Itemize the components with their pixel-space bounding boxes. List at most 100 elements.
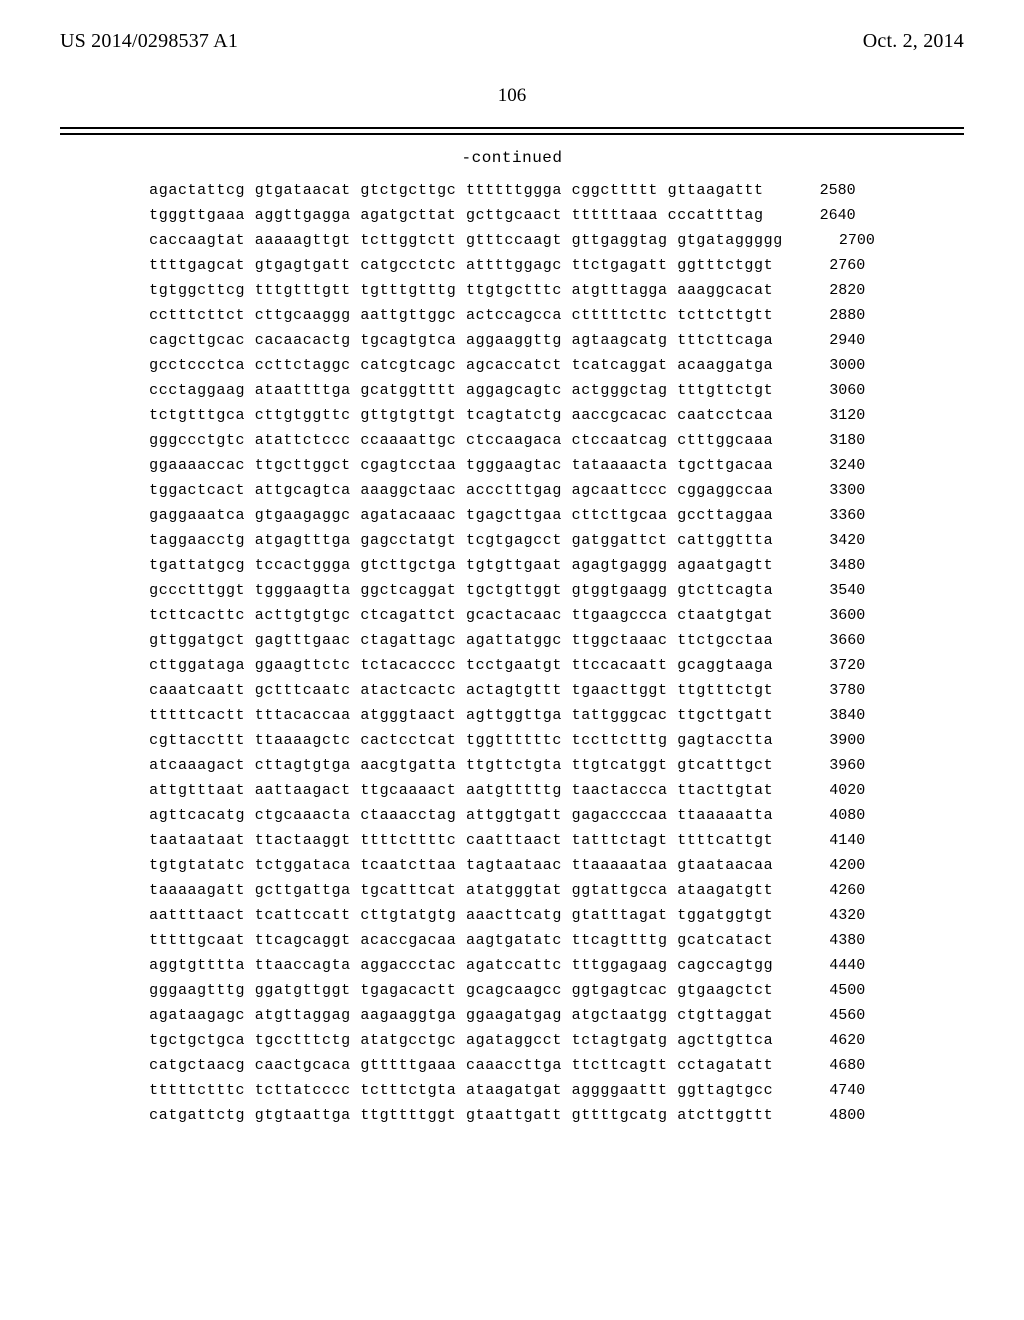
sequence-text: aggtgtttta ttaaccagta aggaccctac agatcca… <box>149 958 773 973</box>
sequence-text: gggccctgtc atattctccc ccaaaattgc ctccaag… <box>149 433 773 448</box>
sequence-row: gcctccctca ccttctaggc catcgtcagc agcacca… <box>149 358 875 373</box>
sequence-text: cctttcttct cttgcaaggg aattgttggc actccag… <box>149 308 773 323</box>
sequence-text: taggaacctg atgagtttga gagcctatgt tcgtgag… <box>149 533 773 548</box>
sequence-row: cagcttgcac cacaacactg tgcagtgtca aggaagg… <box>149 333 875 348</box>
sequence-row: taggaacctg atgagtttga gagcctatgt tcgtgag… <box>149 533 875 548</box>
continued-label: -continued <box>60 149 964 167</box>
sequence-position: 4260 <box>795 883 865 898</box>
sequence-row: tttttctttc tcttatcccc tctttctgta ataagat… <box>149 1083 875 1098</box>
sequence-row: cgttaccttt ttaaaagctc cactcctcat tggtttt… <box>149 733 875 748</box>
sequence-text: aattttaact tcattccatt cttgtatgtg aaacttc… <box>149 908 773 923</box>
sequence-position: 4020 <box>795 783 865 798</box>
sequence-row: catgattctg gtgtaattga ttgttttggt gtaattg… <box>149 1108 875 1123</box>
sequence-row: ccctaggaag ataattttga gcatggtttt aggagca… <box>149 383 875 398</box>
sequence-text: agttcacatg ctgcaaacta ctaaacctag attggtg… <box>149 808 773 823</box>
sequence-position: 4140 <box>795 833 865 848</box>
sequence-row: tttttcactt tttacaccaa atgggtaact agttggt… <box>149 708 875 723</box>
sequence-text: tttttctttc tcttatcccc tctttctgta ataagat… <box>149 1083 773 1098</box>
sequence-position: 4800 <box>795 1108 865 1123</box>
sequence-row: gccctttggt tgggaagtta ggctcaggat tgctgtt… <box>149 583 875 598</box>
sequence-row: agttcacatg ctgcaaacta ctaaacctag attggtg… <box>149 808 875 823</box>
sequence-text: ccctaggaag ataattttga gcatggtttt aggagca… <box>149 383 773 398</box>
sequence-position: 2700 <box>805 233 875 248</box>
sequence-text: ggaaaaccac ttgcttggct cgagtcctaa tgggaag… <box>149 458 773 473</box>
sequence-row: gaggaaatca gtgaagaggc agatacaaac tgagctt… <box>149 508 875 523</box>
sequence-row: tgctgctgca tgcctttctg atatgcctgc agatagg… <box>149 1033 875 1048</box>
sequence-row: taataataat ttactaaggt ttttcttttc caattta… <box>149 833 875 848</box>
page-header: US 2014/0298537 A1 Oct. 2, 2014 <box>60 30 964 53</box>
sequence-position: 3600 <box>795 608 865 623</box>
sequence-text: cagcttgcac cacaacactg tgcagtgtca aggaagg… <box>149 333 773 348</box>
sequence-row: attgtttaat aattaagact ttgcaaaact aatgttt… <box>149 783 875 798</box>
sequence-position: 4680 <box>795 1058 865 1073</box>
sequence-text: tgtgtatatc tctggataca tcaatcttaa tagtaat… <box>149 858 773 873</box>
sequence-position: 2760 <box>795 258 865 273</box>
sequence-text: agactattcg gtgataacat gtctgcttgc ttttttg… <box>149 183 764 198</box>
sequence-position: 4080 <box>795 808 865 823</box>
sequence-row: tgtggcttcg tttgtttgtt tgtttgtttg ttgtgct… <box>149 283 875 298</box>
sequence-row: tctgtttgca cttgtggttc gttgtgttgt tcagtat… <box>149 408 875 423</box>
sequence-position: 3180 <box>795 433 865 448</box>
sequence-position: 3360 <box>795 508 865 523</box>
sequence-position: 2940 <box>795 333 865 348</box>
sequence-text: tttttgcaat ttcagcaggt acaccgacaa aagtgat… <box>149 933 773 948</box>
sequence-position: 3000 <box>795 358 865 373</box>
sequence-text: attgtttaat aattaagact ttgcaaaact aatgttt… <box>149 783 773 798</box>
sequence-text: taataataat ttactaaggt ttttcttttc caattta… <box>149 833 773 848</box>
sequence-position: 4200 <box>795 858 865 873</box>
sequence-row: tgattatgcg tccactggga gtcttgctga tgtgttg… <box>149 558 875 573</box>
sequence-position: 3660 <box>795 633 865 648</box>
top-double-rule <box>60 127 964 135</box>
sequence-row: caaatcaatt gctttcaatc atactcactc actagtg… <box>149 683 875 698</box>
sequence-position: 2880 <box>795 308 865 323</box>
sequence-position: 4500 <box>795 983 865 998</box>
sequence-text: caaatcaatt gctttcaatc atactcactc actagtg… <box>149 683 773 698</box>
sequence-text: tcttcacttc acttgtgtgc ctcagattct gcactac… <box>149 608 773 623</box>
sequence-row: ggaaaaccac ttgcttggct cgagtcctaa tgggaag… <box>149 458 875 473</box>
sequence-text: tgtggcttcg tttgtttgtt tgtttgtttg ttgtgct… <box>149 283 773 298</box>
sequence-text: gttggatgct gagtttgaac ctagattagc agattat… <box>149 633 773 648</box>
sequence-text: gccctttggt tgggaagtta ggctcaggat tgctgtt… <box>149 583 773 598</box>
sequence-position: 2640 <box>786 208 856 223</box>
sequence-row: ttttgagcat gtgagtgatt catgcctctc attttgg… <box>149 258 875 273</box>
sequence-row: catgctaacg caactgcaca gtttttgaaa caaacct… <box>149 1058 875 1073</box>
sequence-text: atcaaagact cttagtgtga aacgtgatta ttgttct… <box>149 758 773 773</box>
sequence-position: 3720 <box>795 658 865 673</box>
sequence-text: tggactcact attgcagtca aaaggctaac acccttt… <box>149 483 773 498</box>
sequence-position: 4440 <box>795 958 865 973</box>
sequence-position: 4380 <box>795 933 865 948</box>
sequence-row: aattttaact tcattccatt cttgtatgtg aaacttc… <box>149 908 875 923</box>
sequence-text: taaaaagatt gcttgattga tgcatttcat atatggg… <box>149 883 773 898</box>
sequence-row: gttggatgct gagtttgaac ctagattagc agattat… <box>149 633 875 648</box>
sequence-position: 4560 <box>795 1008 865 1023</box>
sequence-text: tctgtttgca cttgtggttc gttgtgttgt tcagtat… <box>149 408 773 423</box>
sequence-row: cctttcttct cttgcaaggg aattgttggc actccag… <box>149 308 875 323</box>
sequence-row: tggactcact attgcagtca aaaggctaac acccttt… <box>149 483 875 498</box>
sequence-row: gggaagtttg ggatgttggt tgagacactt gcagcaa… <box>149 983 875 998</box>
sequence-text: catgattctg gtgtaattga ttgttttggt gtaattg… <box>149 1108 773 1123</box>
sequence-text: catgctaacg caactgcaca gtttttgaaa caaacct… <box>149 1058 773 1073</box>
sequence-text: gaggaaatca gtgaagaggc agatacaaac tgagctt… <box>149 508 773 523</box>
publication-number: US 2014/0298537 A1 <box>60 30 238 53</box>
sequence-position: 2820 <box>795 283 865 298</box>
sequence-row: gggccctgtc atattctccc ccaaaattgc ctccaag… <box>149 433 875 448</box>
page-number: 106 <box>60 85 964 107</box>
sequence-row: taaaaagatt gcttgattga tgcatttcat atatggg… <box>149 883 875 898</box>
sequence-position: 4740 <box>795 1083 865 1098</box>
sequence-text: cgttaccttt ttaaaagctc cactcctcat tggtttt… <box>149 733 773 748</box>
sequence-position: 3540 <box>795 583 865 598</box>
sequence-row: caccaagtat aaaaagttgt tcttggtctt gtttcca… <box>149 233 875 248</box>
sequence-text: tgggttgaaa aggttgagga agatgcttat gcttgca… <box>149 208 764 223</box>
sequence-text: gggaagtttg ggatgttggt tgagacactt gcagcaa… <box>149 983 773 998</box>
sequence-row: aggtgtttta ttaaccagta aggaccctac agatcca… <box>149 958 875 973</box>
sequence-position: 3780 <box>795 683 865 698</box>
sequence-position: 3240 <box>795 458 865 473</box>
sequence-text: cttggataga ggaagttctc tctacacccc tcctgaa… <box>149 658 773 673</box>
sequence-row: agactattcg gtgataacat gtctgcttgc ttttttg… <box>149 183 875 198</box>
sequence-position: 4320 <box>795 908 865 923</box>
sequence-row: cttggataga ggaagttctc tctacacccc tcctgaa… <box>149 658 875 673</box>
sequence-text: tgctgctgca tgcctttctg atatgcctgc agatagg… <box>149 1033 773 1048</box>
sequence-position: 3420 <box>795 533 865 548</box>
sequence-position: 3480 <box>795 558 865 573</box>
sequence-position: 3840 <box>795 708 865 723</box>
